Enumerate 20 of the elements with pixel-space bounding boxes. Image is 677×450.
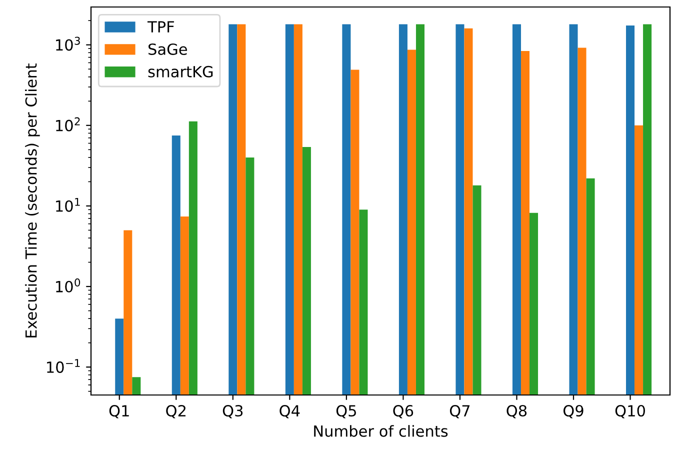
y-tick-label: 10$^{−1}$ bbox=[47, 359, 80, 373]
x-tick-label: Q1 bbox=[109, 404, 129, 418]
y-tick-label: 10$^{0}$ bbox=[56, 278, 80, 292]
legend-label: smartKG bbox=[148, 66, 213, 78]
legend-label: SaGe bbox=[148, 43, 188, 55]
y-tick-label: 10$^{1}$ bbox=[56, 198, 80, 212]
x-tick-label: Q5 bbox=[336, 404, 356, 418]
x-tick-label: Q4 bbox=[280, 404, 300, 418]
x-tick-label: Q8 bbox=[506, 404, 527, 418]
y-tick-label: 10$^{2}$ bbox=[56, 117, 80, 132]
x-tick-label: Q6 bbox=[393, 404, 414, 418]
x-tick-label: Q3 bbox=[222, 404, 243, 418]
x-tick-label: Q10 bbox=[615, 404, 645, 418]
x-tick-label: Q2 bbox=[166, 404, 186, 418]
y-tick-label: 10$^{3}$ bbox=[56, 36, 80, 51]
x-tick-label: Q7 bbox=[450, 404, 470, 418]
x-axis-title: Number of clients bbox=[314, 425, 448, 437]
x-tick-label: Q9 bbox=[563, 404, 584, 418]
legend-label: TPF bbox=[147, 21, 174, 32]
y-axis-title: Execution Time (seconds) per Client bbox=[25, 63, 40, 338]
